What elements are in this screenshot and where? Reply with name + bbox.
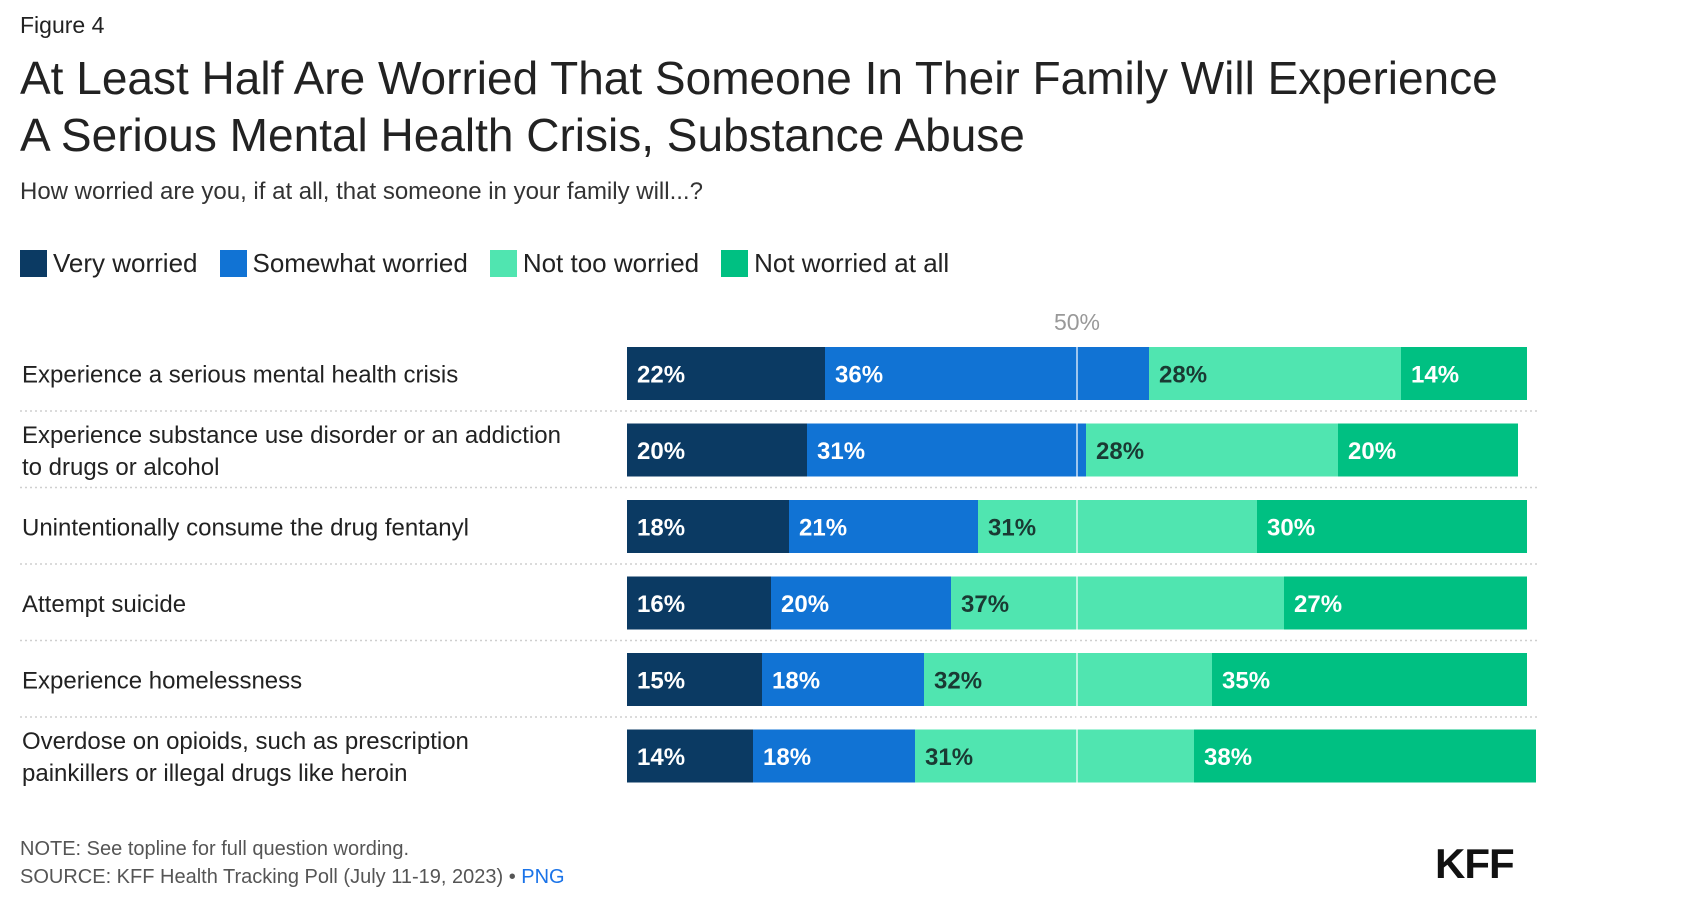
data-label: 37% [961, 591, 1009, 618]
stacked-bar-chart: Experience a serious mental health crisi… [20, 309, 1537, 787]
bar-segment-very-worried [627, 576, 771, 630]
legend-label: Not too worried [522, 248, 700, 278]
png-download-link[interactable]: PNG [521, 866, 565, 888]
category-label: Unintentionally consume the drug fentany… [22, 515, 469, 542]
footer-note: NOTE: See topline for full question word… [20, 838, 410, 860]
data-label: 31% [817, 438, 865, 465]
category-label: to drugs or alcohol [22, 454, 219, 481]
data-label: 20% [637, 438, 685, 465]
legend-label: Not worried at all [754, 248, 950, 278]
category-label: Experience homelessness [22, 668, 302, 695]
bar-segment-not-too-worried [1149, 347, 1401, 400]
bar-segment-somewhat-worried [753, 729, 915, 783]
category-label: Attempt suicide [22, 591, 186, 618]
data-label: 18% [763, 744, 811, 771]
data-label: 28% [1096, 438, 1144, 465]
data-label: 15% [637, 668, 685, 695]
bar-segment-not-too-worried [924, 653, 1212, 706]
bar-segment-very-worried [627, 347, 825, 400]
bar-segment-somewhat-worried [762, 653, 924, 706]
data-label: 31% [988, 515, 1036, 542]
bar-segment-very-worried [627, 500, 789, 553]
data-label: 28% [1159, 362, 1207, 389]
bar-segment-somewhat-worried [771, 576, 951, 630]
data-label: 20% [1348, 438, 1396, 465]
figure-label: Figure 4 [20, 12, 105, 38]
bar-segment-not-worried-at-all [1284, 576, 1527, 630]
data-label: 30% [1267, 515, 1315, 542]
legend-item-somewhat-worried: Somewhat worried [219, 248, 468, 279]
data-label: 20% [781, 591, 829, 618]
bar-segment-not-worried-at-all [1212, 653, 1527, 706]
chart-subtitle: How worried are you, if at all, that som… [20, 178, 703, 205]
bar-segment-not-worried-at-all [1338, 423, 1518, 477]
data-label: 22% [637, 362, 685, 389]
legend-swatch [20, 250, 47, 277]
legend-item-very-worried: Very worried [20, 248, 198, 279]
source-text: SOURCE: KFF Health Tracking Poll (July 1… [20, 866, 522, 888]
data-label: 38% [1204, 744, 1252, 771]
footer-source: SOURCE: KFF Health Tracking Poll (July 1… [20, 866, 565, 889]
bar-segment-very-worried [627, 653, 762, 706]
data-label: 21% [799, 515, 847, 542]
bar-segment-not-too-worried [951, 576, 1284, 630]
category-label: Experience a serious mental health crisi… [22, 362, 458, 389]
legend-item-not-worried-at-all: Not worried at all [721, 248, 949, 279]
category-label: Experience substance use disorder or an … [22, 422, 561, 449]
data-label: 35% [1222, 668, 1270, 695]
bar-segment-very-worried [627, 729, 753, 783]
legend-label: Very worried [53, 248, 198, 278]
bar-segment-not-worried-at-all [1257, 500, 1527, 553]
bar-segment-somewhat-worried [807, 423, 1086, 477]
data-label: 27% [1294, 591, 1342, 618]
legend: Very worried Somewhat worried Not too wo… [20, 248, 971, 279]
data-label: 36% [835, 362, 883, 389]
bar-segment-very-worried [627, 423, 807, 477]
bar-segment-not-too-worried [915, 729, 1194, 783]
data-label: 18% [637, 515, 685, 542]
data-label: 32% [934, 668, 982, 695]
data-label: 16% [637, 591, 685, 618]
bar-segment-somewhat-worried [825, 347, 1149, 400]
data-label: 14% [1411, 362, 1459, 389]
legend-swatch [219, 250, 247, 277]
legend-label: Somewhat worried [252, 248, 468, 278]
bar-segment-not-too-worried [1086, 423, 1338, 477]
reference-line-label: 50% [1054, 309, 1100, 335]
category-label: painkillers or illegal drugs like heroin [22, 760, 408, 787]
legend-swatch [721, 250, 749, 277]
chart-title: At Least Half Are Worried That Someone I… [20, 52, 1498, 161]
legend-swatch [489, 250, 517, 277]
data-label: 31% [925, 744, 973, 771]
data-label: 14% [637, 744, 685, 771]
bar-segment-somewhat-worried [789, 500, 978, 553]
bar-segment-not-too-worried [978, 500, 1257, 553]
category-label: Overdose on opioids, such as prescriptio… [22, 728, 469, 755]
bar-segment-not-worried-at-all [1401, 347, 1527, 400]
data-label: 18% [772, 668, 820, 695]
bar-segment-not-worried-at-all [1194, 729, 1536, 783]
legend-item-not-too-worried: Not too worried [489, 248, 700, 279]
kff-logo: KFF [1435, 840, 1515, 887]
